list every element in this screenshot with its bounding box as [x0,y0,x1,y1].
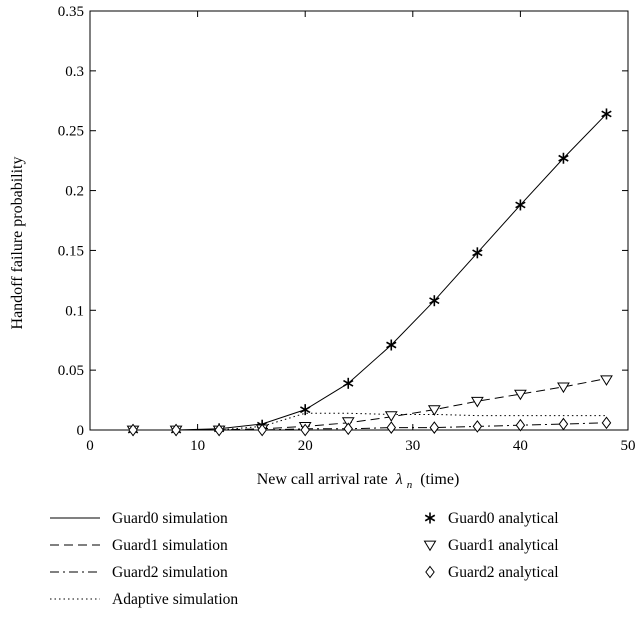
x-tick-label: 50 [621,438,636,454]
data-point-diamond [429,421,440,434]
y-tick-label: 0.25 [58,124,84,140]
data-point-triangle [514,389,527,401]
series-markers-guard2-analytical [128,416,612,437]
data-point-triangle [423,540,437,552]
data-point-asterisk [601,108,612,120]
data-point-diamond [515,418,526,432]
data-point-triangle [470,396,484,408]
asterisk-stroke [424,514,436,522]
data-point-asterisk [472,247,483,259]
legend-label: Guard0 simulation [112,510,228,527]
legend-item: Guard1 analytical [423,537,559,554]
data-point-asterisk [558,152,569,164]
series-line-adaptive-simulation [133,412,607,431]
series-line-guard0-simulation [133,113,607,431]
data-point-diamond [558,417,569,431]
y-tick-label: 0.35 [58,4,84,20]
series-line-guard1-simulation [133,378,607,431]
data-point-triangle [557,382,570,394]
data-point-diamond [343,422,353,436]
data-point-diamond [214,423,224,437]
axes: 0 10 20 30 40 50 0 0.05 0.1 0.15 0.2 0.25 0.3 0.35 [58,4,636,454]
x-tick-label: 40 [513,438,528,454]
y-axis-label: Handoff failure probability [9,157,26,330]
data-point-asterisk [424,512,436,524]
x-tick-label: 30 [405,438,420,454]
data-point-triangle [384,411,398,422]
data-point-triangle [427,405,441,416]
series-markers-guard0-analytical [127,108,612,436]
series-markers-guard1-analytical [126,375,613,437]
legend-label: Guard1 analytical [448,537,559,554]
asterisk-stroke [515,201,526,209]
plot-frame [89,10,629,431]
data-point-diamond [171,423,181,437]
legend-item: Guard1 simulation [50,537,228,554]
asterisk-stroke [429,297,440,305]
legend-label: Guard0 analytical [448,510,559,527]
data-point-diamond [386,421,397,434]
x-axis-label-subscript: n [407,479,413,491]
x-tick-label: 0 [86,438,94,454]
data-point-diamond [257,423,267,437]
y-tick-label: 0 [77,423,85,439]
x-tick-label: 20 [298,438,313,454]
y-tick-label: 0.3 [65,64,84,80]
data-point-diamond [601,416,612,430]
data-point-asterisk [429,295,440,307]
asterisk-stroke [472,249,483,257]
legend-label: Guard2 simulation [112,564,228,581]
legend-label: Guard2 analytical [448,564,559,581]
data-point-diamond [128,423,138,437]
x-axis-label-symbol: λ [395,471,403,488]
asterisk-stroke [300,406,311,414]
x-axis-label-unit: (time) [420,471,459,488]
x-tick-label: 10 [190,438,205,454]
series-layer [126,108,613,437]
legend-item: Adaptive simulation [50,591,238,608]
data-point-asterisk [515,199,526,211]
x-axis-label-text: New call arrival rate [257,471,388,488]
legend-item: Guard2 analytical [425,564,559,581]
series-line-guard2-simulation [133,422,607,431]
data-point-asterisk [300,404,311,416]
legend-item: Guard0 simulation [50,510,228,527]
y-tick-label: 0.05 [58,363,84,379]
data-point-asterisk [386,339,397,351]
asterisk-stroke [343,379,354,387]
legend-item: Guard0 analytical [424,510,559,527]
legend: Guard0 simulation Guard1 simulation Guard2… [50,510,559,608]
legend-label: Adaptive simulation [112,591,238,608]
y-tick-label: 0.2 [65,184,84,200]
y-tick-label: 0.15 [58,243,84,259]
data-point-triangle [600,375,613,386]
data-point-triangle [341,417,355,428]
x-axis-label: New call arrival rate λ n (time) [257,471,460,492]
data-point-asterisk [343,377,354,389]
y-tick-label: 0.1 [65,303,84,319]
asterisk-stroke [386,341,397,349]
legend-label: Guard1 simulation [112,537,228,554]
data-point-diamond [472,420,483,433]
data-point-diamond [300,423,310,437]
asterisk-stroke [558,154,569,162]
data-point-diamond [425,565,435,579]
asterisk-stroke [601,110,612,118]
legend-item: Guard2 simulation [50,564,228,581]
